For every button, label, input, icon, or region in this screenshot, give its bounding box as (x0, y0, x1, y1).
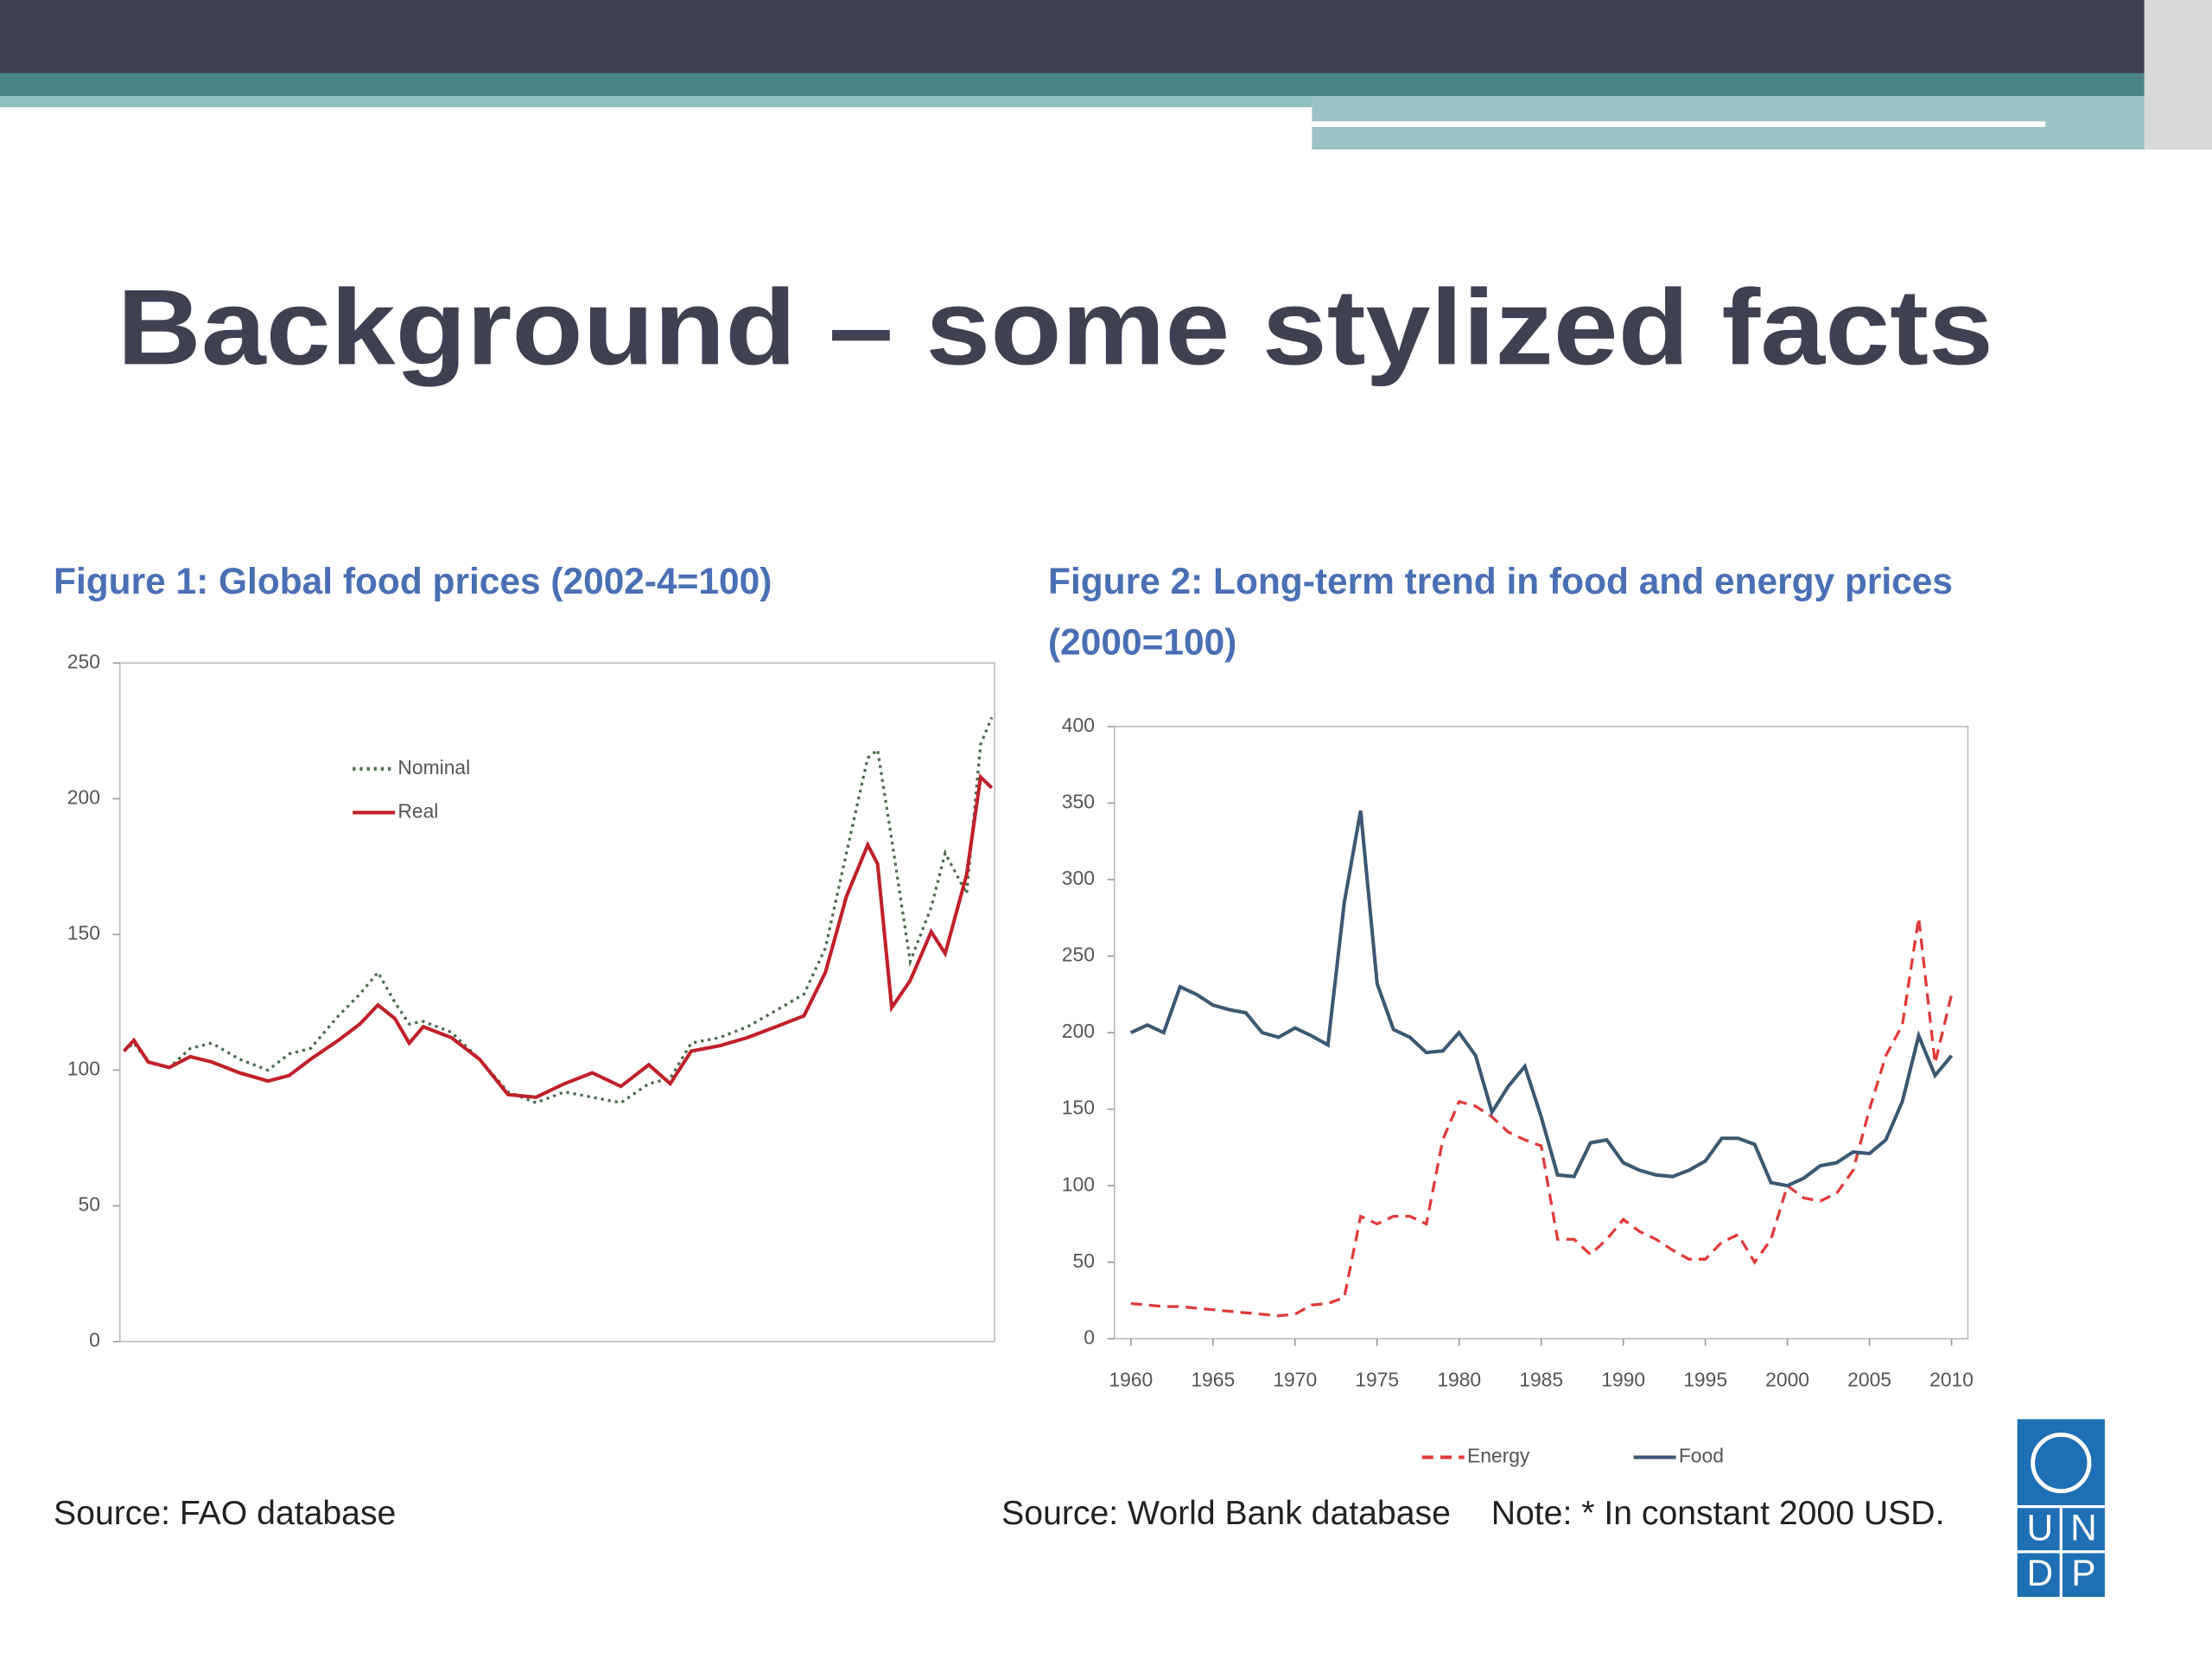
y-tick-label: 0 (1084, 1325, 1095, 1348)
x-tick-label: 2005 (1847, 1368, 1891, 1390)
header-bar (0, 0, 2212, 73)
y-tick-label: 50 (78, 1193, 99, 1216)
header-stripe (0, 96, 1313, 108)
y-tick-label: 150 (67, 922, 100, 944)
header-stripe (0, 73, 2212, 97)
legend-label: Real (397, 799, 438, 822)
header-edge (2144, 0, 2212, 150)
y-tick-label: 350 (1062, 790, 1095, 812)
logo-letter: P (2071, 1553, 2095, 1593)
y-tick-label: 250 (1062, 944, 1095, 966)
y-tick-label: 50 (1073, 1249, 1095, 1272)
y-tick-label: 200 (1062, 1020, 1095, 1042)
logo-letter: N (2070, 1508, 2097, 1548)
series-line (123, 716, 994, 1104)
y-tick-label: 100 (1062, 1173, 1095, 1195)
source-note: Source: World Bank database (1001, 1495, 1451, 1532)
slide-title: Background – some stylized facts (118, 268, 1993, 387)
plot-frame (118, 662, 995, 1343)
x-tick-label: 1985 (1519, 1368, 1563, 1390)
legend-label: Food (1679, 1445, 1724, 1467)
y-tick-label: 150 (1062, 1096, 1095, 1119)
y-tick-label: 300 (1062, 867, 1095, 889)
plot-frame (1113, 726, 1969, 1340)
y-tick-label: 100 (67, 1058, 100, 1080)
note: Note: * In constant 2000 USD. (1491, 1495, 1945, 1532)
y-tick-label: 400 (1062, 714, 1095, 736)
series-line (123, 773, 994, 1099)
x-tick-label: 2000 (1765, 1368, 1809, 1390)
logo-emblem (2031, 1432, 2092, 1494)
x-tick-label: 1995 (1683, 1368, 1727, 1390)
y-tick-label: 200 (67, 785, 100, 808)
x-tick-label: 1965 (1191, 1368, 1235, 1390)
logo-letter: D (2026, 1553, 2053, 1593)
figure-title: (2000=100) (1048, 621, 1236, 662)
y-tick-label: 250 (67, 650, 100, 672)
x-tick-label: 1970 (1273, 1368, 1317, 1390)
y-tick-label: 0 (89, 1329, 100, 1351)
x-tick-label: 1975 (1355, 1368, 1399, 1390)
logo-letter: U (2026, 1508, 2053, 1548)
source-note: Source: FAO database (54, 1495, 396, 1532)
x-tick-label: 1980 (1437, 1368, 1481, 1390)
header-stripe (1312, 121, 2046, 127)
undp-logo: U N D P (2017, 1419, 2105, 1598)
series-line (1129, 810, 1954, 1188)
figure-title: Figure 1: Global food prices (2002-4=100… (54, 561, 772, 601)
x-tick-label: 1990 (1601, 1368, 1645, 1390)
x-tick-label: 1960 (1109, 1368, 1153, 1390)
figure-title: Figure 2: Long-term trend in food and en… (1048, 561, 1953, 601)
legend-label: Nominal (397, 756, 470, 779)
x-tick-label: 2010 (1929, 1368, 1974, 1390)
legend-label: Energy (1467, 1445, 1530, 1467)
series-line (1130, 917, 1954, 1318)
